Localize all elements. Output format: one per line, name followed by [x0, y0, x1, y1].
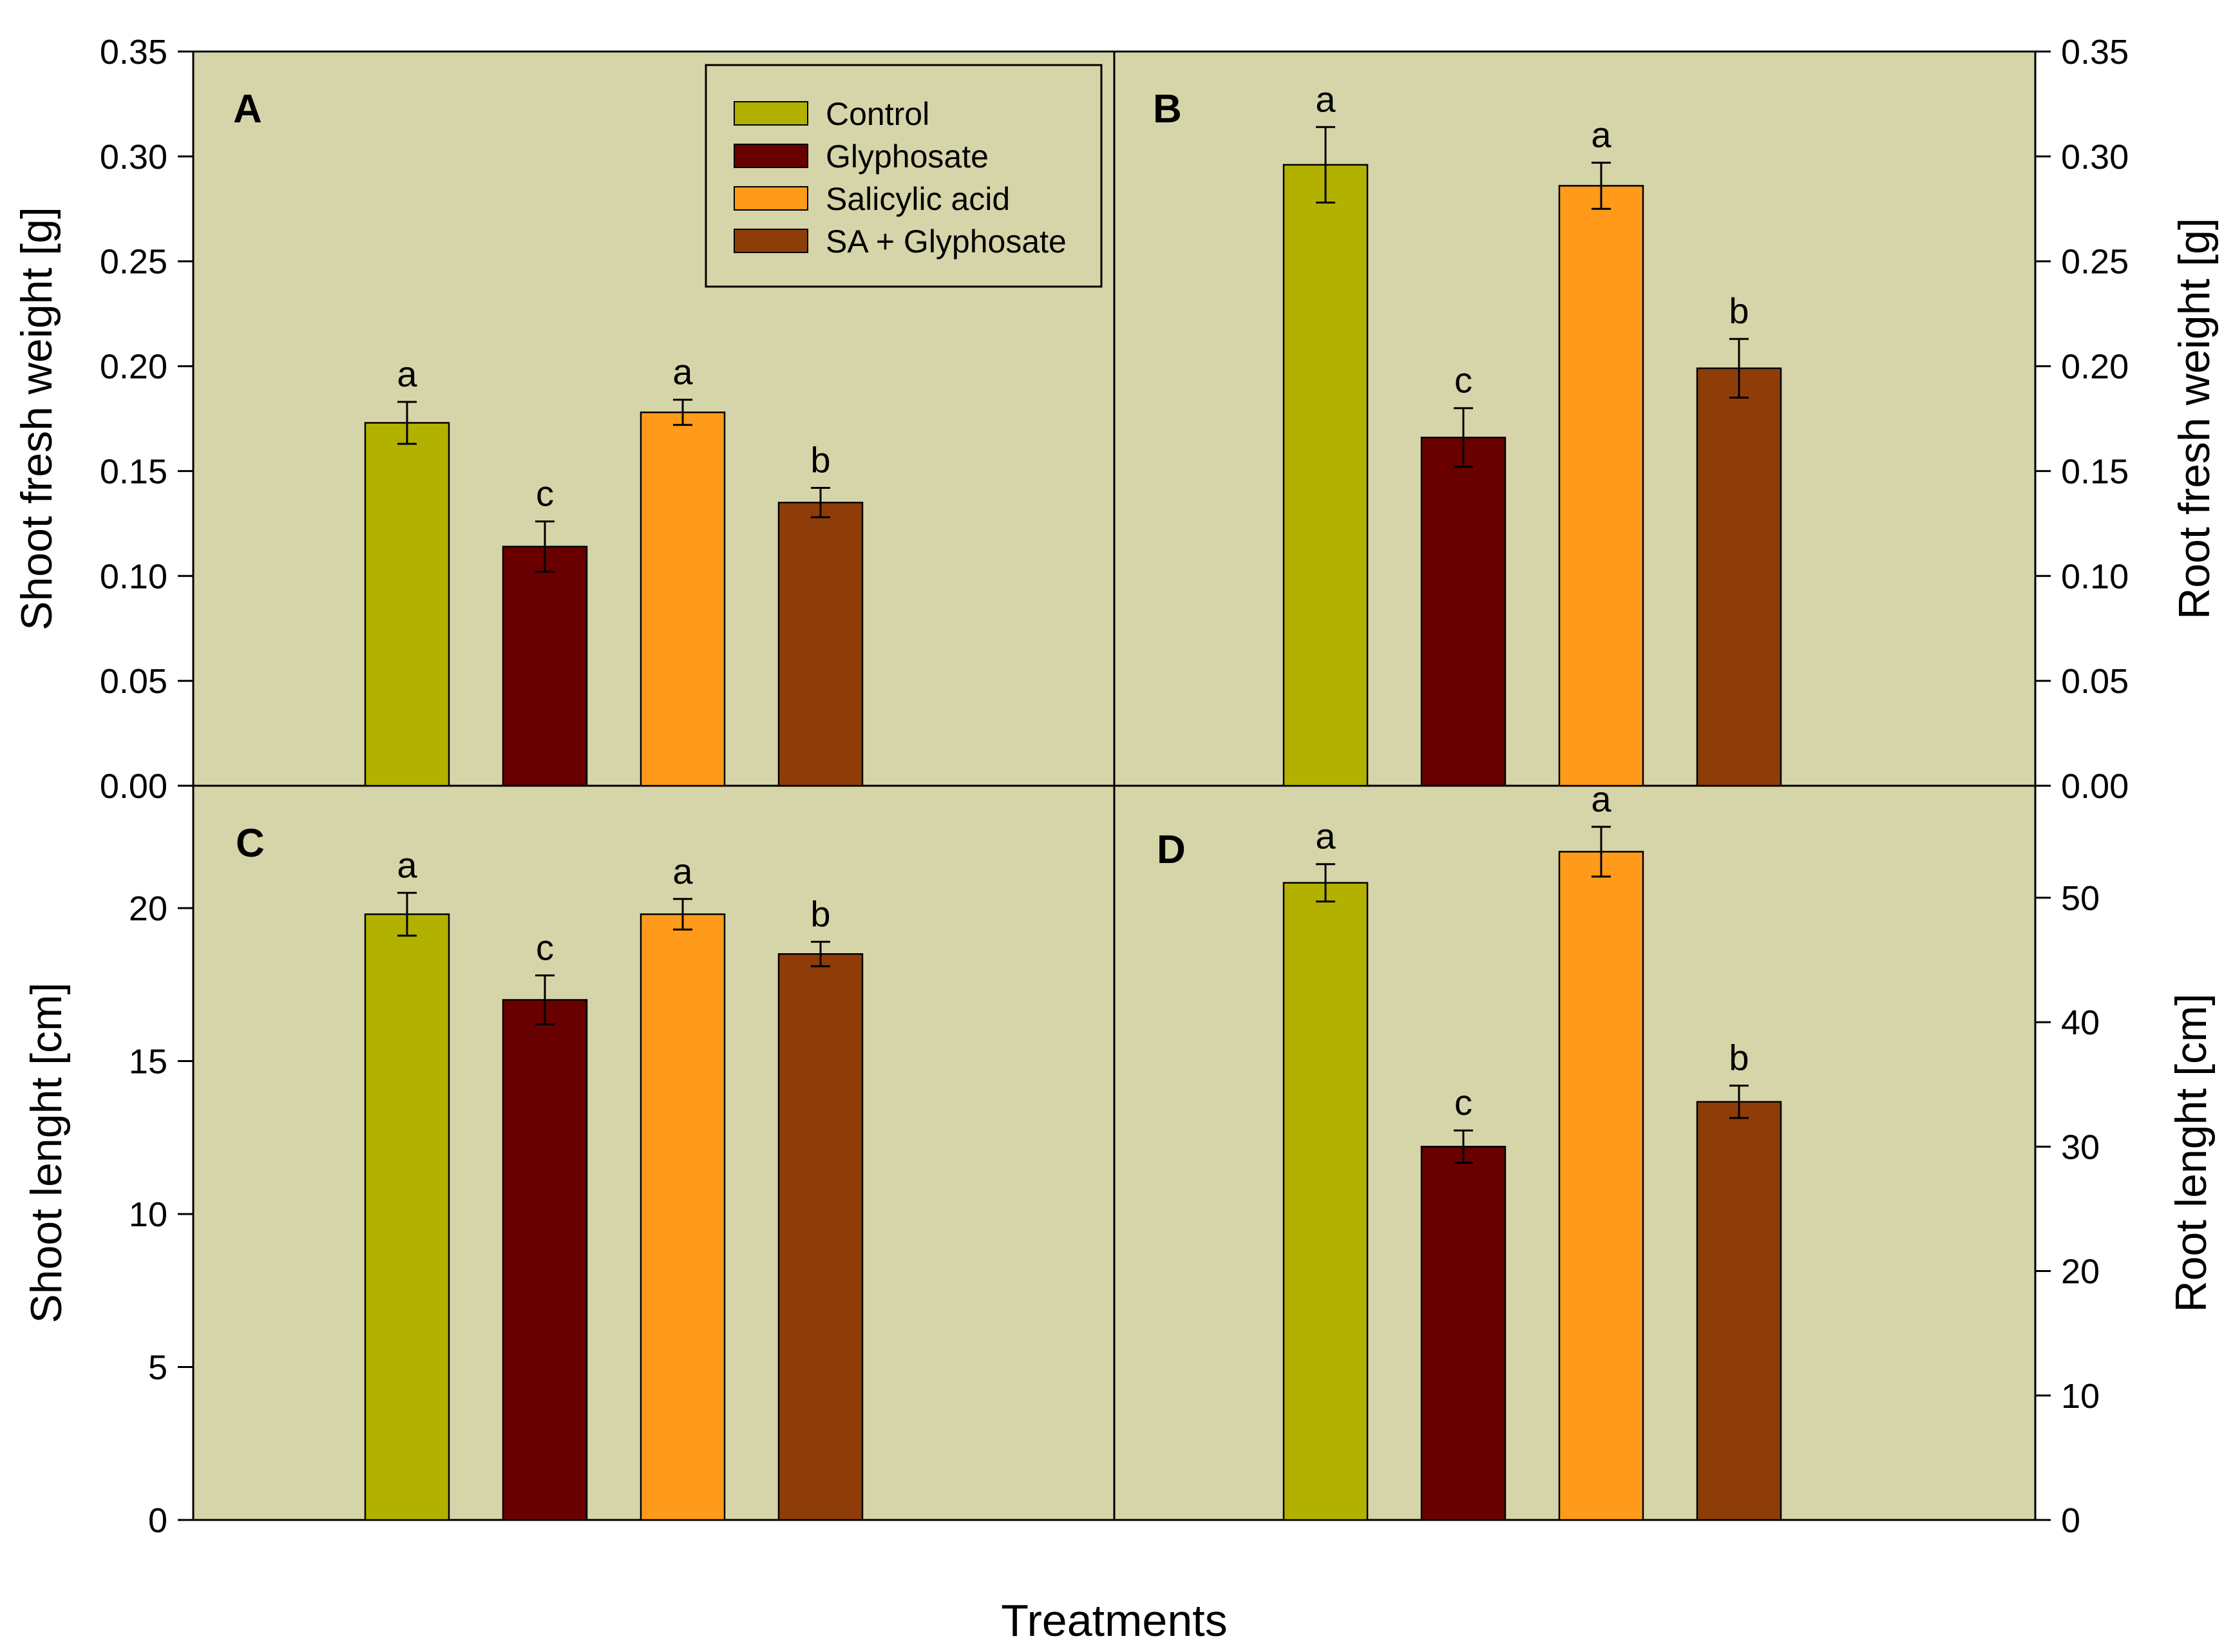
error-bar-b-sa-glyphosate — [1729, 337, 1749, 399]
y-axis-title-b: Root fresh weight [g] — [2170, 218, 2219, 620]
legend-label-salicylic-acid: Salicylic acid — [826, 181, 1010, 217]
bar-a-sa-glyphosate — [777, 502, 864, 787]
panel-label-b: B — [1153, 87, 1182, 131]
bar-d-sa-glyphosate — [1696, 1101, 1782, 1521]
labels-layer: a c a b 0.00 0.05 0.10 0.15 0.20 0.25 0.30 0.35 a c a b… — [100, 33, 2129, 1540]
bar-d-salicylic-acid — [1558, 851, 1644, 1521]
y-tick-label-a: 0.05 — [100, 662, 167, 701]
legend-swatch-salicylic-acid — [734, 186, 808, 211]
significance-label-b-salicylic-acid: a — [1591, 115, 1611, 155]
y-tick-label-c: 0 — [148, 1501, 167, 1540]
error-bar-c-salicylic-acid — [673, 898, 692, 931]
bar-b-salicylic-acid — [1558, 185, 1644, 787]
error-bar-d-sa-glyphosate — [1729, 1085, 1749, 1119]
significance-label-a-sa-glyphosate: b — [810, 439, 830, 480]
bar-d-control — [1282, 882, 1369, 1521]
bar-b-control — [1282, 164, 1369, 787]
y-tick-label-a: 0.00 — [100, 767, 167, 806]
y-tick-label-a: 0.10 — [100, 557, 167, 596]
bar-c-glyphosate — [502, 999, 588, 1521]
error-bar-d-control — [1316, 863, 1335, 903]
x-axis-title: Treatments — [1001, 1595, 1227, 1646]
y-tick-label-b: 0.10 — [2061, 557, 2129, 596]
bar-marks-layer — [364, 126, 1782, 1521]
legend-swatch-glyphosate — [734, 144, 808, 168]
significance-label-d-glyphosate: c — [1454, 1082, 1472, 1123]
significance-label-c-control: a — [397, 844, 417, 885]
bar-b-glyphosate — [1420, 437, 1506, 787]
error-bar-c-control — [397, 891, 417, 937]
y-tick-label-d: 30 — [2061, 1128, 2100, 1166]
error-bar-c-glyphosate — [535, 974, 555, 1025]
significance-label-a-glyphosate: c — [536, 473, 554, 514]
y-tick-label-c: 10 — [129, 1195, 167, 1234]
bar-d-glyphosate — [1420, 1146, 1506, 1521]
bar-a-glyphosate — [502, 546, 588, 787]
significance-label-c-sa-glyphosate: b — [810, 893, 830, 934]
y-tick-label-a: 0.20 — [100, 348, 167, 386]
legend-swatch-control — [734, 101, 808, 126]
error-bar-a-control — [397, 401, 417, 445]
error-bar-a-sa-glyphosate — [811, 486, 830, 518]
bar-b-sa-glyphosate — [1696, 367, 1782, 787]
panel-label-c: C — [236, 821, 265, 866]
y-tick-label-d: 20 — [2061, 1253, 2100, 1291]
significance-label-b-control: a — [1315, 79, 1336, 119]
y-tick-label-a: 0.35 — [100, 33, 167, 71]
significance-label-a-control: a — [397, 354, 417, 394]
significance-label-c-salicylic-acid: a — [672, 851, 693, 891]
significance-label-c-glyphosate: c — [536, 927, 554, 968]
y-tick-label-b: 0.15 — [2061, 452, 2129, 491]
legend-swatch-sa-glyphosate — [734, 229, 808, 253]
significance-label-d-sa-glyphosate: b — [1729, 1038, 1749, 1078]
significance-label-d-salicylic-acid: a — [1591, 779, 1611, 819]
error-bar-d-salicylic-acid — [1592, 826, 1611, 878]
y-tick-label-c: 5 — [148, 1349, 167, 1387]
y-tick-label-d: 40 — [2061, 1003, 2100, 1042]
y-tick-label-b: 0.25 — [2061, 243, 2129, 281]
bar-a-salicylic-acid — [640, 411, 726, 787]
bar-c-salicylic-acid — [640, 913, 726, 1521]
y-axis-title-c: Shoot lenght [cm] — [22, 982, 71, 1323]
error-bar-a-glyphosate — [535, 520, 555, 573]
y-tick-label-a: 0.30 — [100, 138, 167, 176]
bar-c-control — [364, 913, 450, 1521]
axes-layer — [178, 50, 2051, 1521]
y-tick-label-b: 0.30 — [2061, 138, 2129, 176]
y-tick-label-b: 0.00 — [2061, 767, 2129, 806]
error-bar-b-salicylic-acid — [1592, 162, 1611, 210]
y-tick-label-a: 0.15 — [100, 452, 167, 491]
legend-box — [705, 64, 1103, 288]
legend-label-control: Control — [826, 96, 929, 132]
significance-label-a-salicylic-acid: a — [672, 352, 693, 392]
y-tick-label-a: 0.25 — [100, 243, 167, 281]
y-tick-label-d: 10 — [2061, 1377, 2100, 1416]
error-bar-d-glyphosate — [1454, 1129, 1473, 1164]
y-tick-label-d: 0 — [2061, 1501, 2080, 1540]
error-bar-b-glyphosate — [1454, 407, 1473, 468]
y-tick-label-c: 15 — [129, 1043, 167, 1081]
legend-label-glyphosate: Glyphosate — [826, 138, 989, 175]
panel-label-d: D — [1157, 828, 1186, 872]
y-tick-label-b: 0.35 — [2061, 33, 2129, 71]
error-bar-c-sa-glyphosate — [811, 940, 830, 967]
y-tick-label-b: 0.20 — [2061, 348, 2129, 386]
bar-c-sa-glyphosate — [777, 953, 864, 1521]
y-tick-label-d: 50 — [2061, 879, 2100, 918]
significance-label-b-glyphosate: c — [1454, 360, 1472, 401]
bar-a-control — [364, 422, 450, 787]
panel-label-a: A — [233, 87, 262, 131]
error-bar-a-salicylic-acid — [673, 399, 692, 426]
significance-label-d-control: a — [1315, 816, 1336, 857]
legend: Control Glyphosate Salicylic acid SA + G… — [705, 64, 1103, 288]
significance-label-b-sa-glyphosate: b — [1729, 290, 1749, 331]
legend-label-sa-glyphosate: SA + Glyphosate — [826, 223, 1067, 260]
y-axis-title-a: Shoot fresh weight [g] — [12, 207, 61, 631]
y-tick-label-b: 0.05 — [2061, 662, 2129, 701]
error-bar-b-control — [1316, 126, 1335, 204]
y-axis-title-d: Root lenght [cm] — [2167, 993, 2216, 1312]
y-tick-label-c: 20 — [129, 889, 167, 928]
